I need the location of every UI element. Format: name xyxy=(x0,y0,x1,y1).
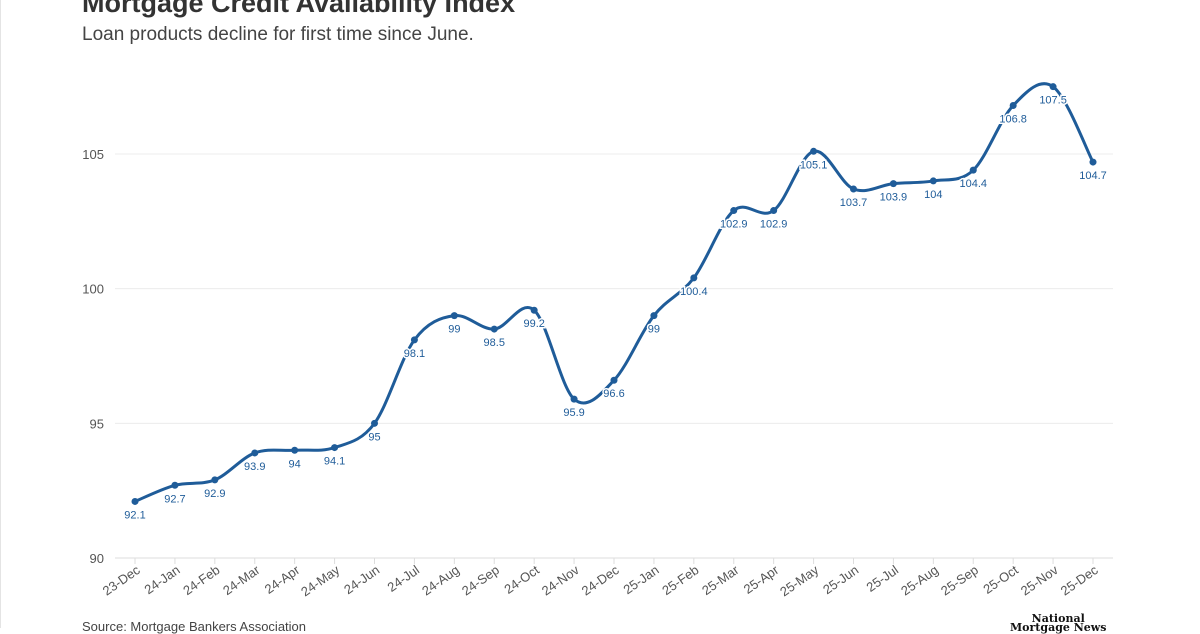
y-tick-label: 90 xyxy=(90,551,104,566)
x-tick-label: 23-Dec xyxy=(100,562,143,599)
x-tick-label: 25-Nov xyxy=(1018,562,1061,599)
x-tick-label: 25-Oct xyxy=(980,562,1021,597)
data-label: 95.9 xyxy=(563,407,584,419)
x-tick-label: 25-Jun xyxy=(820,562,861,597)
data-label: 103.7 xyxy=(840,197,868,209)
data-label: 99 xyxy=(648,324,660,336)
data-point xyxy=(131,497,139,505)
x-tick-label: 25-Aug xyxy=(898,562,941,598)
x-tick-label: 25-Apr xyxy=(741,562,782,597)
x-tick-label: 24-Jun xyxy=(341,562,382,597)
data-point xyxy=(730,207,738,215)
data-label: 104.4 xyxy=(959,178,987,190)
data-point xyxy=(331,444,339,452)
data-point xyxy=(1049,83,1057,91)
data-point xyxy=(211,476,219,484)
y-tick-label: 95 xyxy=(90,416,104,431)
x-tick-label: 24-Dec xyxy=(579,562,622,599)
source-note: Source: Mortgage Bankers Association xyxy=(82,619,307,634)
x-tick-label: 25-May xyxy=(777,562,822,599)
data-point xyxy=(1009,102,1017,110)
data-label: 95 xyxy=(368,431,380,443)
data-label: 105.1 xyxy=(800,159,828,171)
data-point xyxy=(969,166,977,174)
data-point xyxy=(291,446,299,454)
data-point xyxy=(251,449,259,457)
data-label: 106.8 xyxy=(999,114,1027,126)
x-tick-label: 24-Apr xyxy=(262,562,303,597)
data-label: 100.4 xyxy=(680,286,708,298)
data-label: 104 xyxy=(924,189,942,201)
data-point xyxy=(850,185,857,193)
x-tick-label: 25-Jan xyxy=(620,562,661,597)
chart-subtitle: Loan products decline for first time sin… xyxy=(82,24,474,45)
x-tick-label: 24-Sep xyxy=(459,562,502,598)
data-label: 98.5 xyxy=(484,337,505,349)
data-label: 102.9 xyxy=(760,219,788,231)
data-label: 103.9 xyxy=(880,192,908,204)
data-label: 96.6 xyxy=(603,388,624,400)
x-tick-label: 24-May xyxy=(298,562,343,599)
x-tick-label: 25-Dec xyxy=(1058,562,1101,599)
data-label: 94.1 xyxy=(324,456,345,468)
data-point xyxy=(929,177,937,185)
data-point xyxy=(570,395,578,403)
series-line xyxy=(134,82,1095,503)
x-tick-label: 25-Jul xyxy=(864,562,902,595)
data-point xyxy=(690,274,698,282)
chart-title: Mortgage Credit Availability Index xyxy=(82,0,516,18)
y-tick-label: 105 xyxy=(82,147,104,162)
data-point xyxy=(171,481,179,489)
x-tick-label: 24-Feb xyxy=(180,562,222,598)
data-point xyxy=(650,312,658,320)
data-point xyxy=(530,306,538,314)
data-point xyxy=(450,312,458,320)
x-tick-label: 24-Jul xyxy=(385,562,423,595)
data-label: 107.5 xyxy=(1039,95,1067,107)
y-tick-label: 100 xyxy=(82,282,104,297)
data-label: 98.1 xyxy=(404,348,425,360)
publisher-logo: National Mortgage News xyxy=(1010,612,1107,634)
data-point xyxy=(371,419,378,427)
data-label: 99.2 xyxy=(523,318,544,330)
data-point xyxy=(610,376,618,384)
data-label: 92.1 xyxy=(124,509,145,521)
x-tick-label: 24-Oct xyxy=(501,562,542,597)
x-tick-label: 24-Nov xyxy=(539,562,582,599)
x-tick-label: 25-Sep xyxy=(938,562,981,598)
data-point xyxy=(490,325,498,333)
x-tick-label: 25-Mar xyxy=(699,562,742,598)
data-label: 93.9 xyxy=(244,461,265,473)
data-label: 102.9 xyxy=(720,219,748,231)
x-tick-label: 24-Aug xyxy=(419,562,462,598)
data-point xyxy=(410,336,418,344)
data-label: 94 xyxy=(289,458,301,470)
data-point xyxy=(1089,158,1097,166)
data-label: 92.7 xyxy=(164,493,185,505)
data-point xyxy=(889,180,897,188)
x-tick-label: 25-Feb xyxy=(659,562,701,598)
x-tick-label: 24-Mar xyxy=(220,562,263,598)
data-point xyxy=(770,207,778,215)
data-label: 104.7 xyxy=(1079,170,1107,182)
data-label: 99 xyxy=(448,324,460,336)
data-label: 92.9 xyxy=(204,488,225,500)
x-tick-label: 24-Jan xyxy=(141,562,182,597)
data-point xyxy=(810,147,818,155)
